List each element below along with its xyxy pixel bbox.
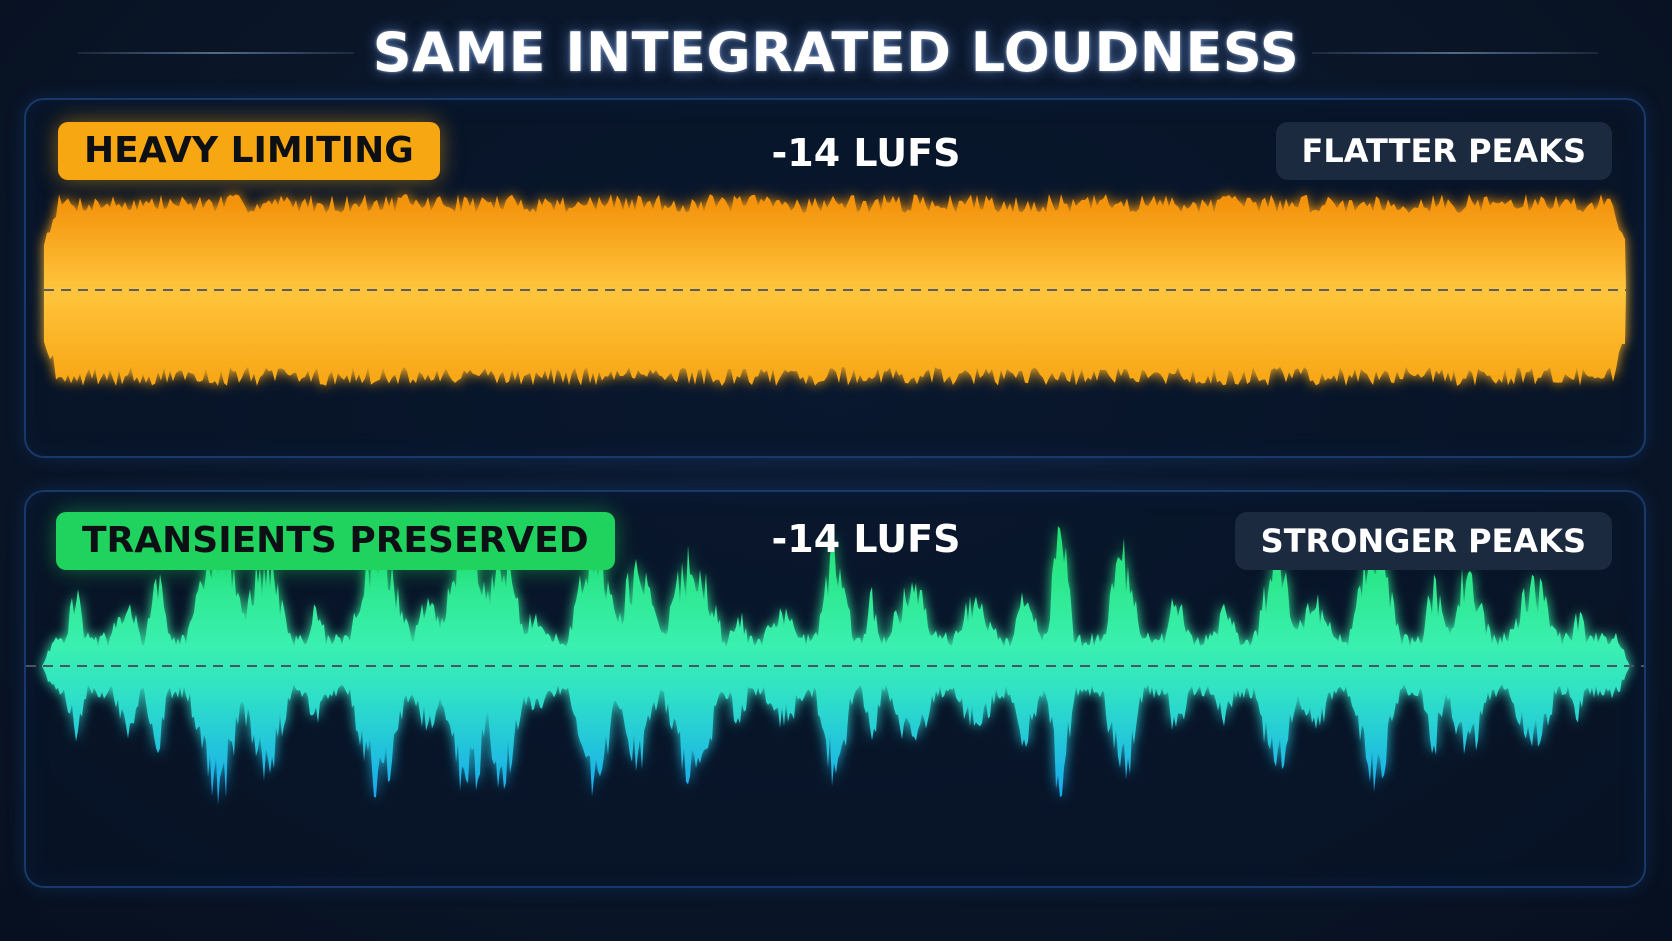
stronger-peaks-badge: STRONGER PEAKS — [1234, 512, 1612, 570]
heavy-limiting-panel: HEAVY LIMITING -14 LUFS FLATTER PEAKS — [24, 98, 1646, 458]
loudness-readout: -14 LUFS — [771, 517, 961, 561]
dynamic-waveform-shape — [42, 516, 1630, 805]
transients-preserved-tag: TRANSIENTS PRESERVED — [56, 512, 615, 570]
title-divider-left — [78, 52, 354, 54]
heavy-limiting-tag: HEAVY LIMITING — [58, 122, 440, 180]
page-title: SAME INTEGRATED LOUDNESS — [372, 21, 1300, 84]
title-divider-right — [1312, 52, 1598, 54]
transients-preserved-panel: TRANSIENTS PRESERVED -14 LUFS STRONGER P… — [24, 490, 1646, 888]
loudness-readout: -14 LUFS — [771, 131, 961, 175]
limited-waveform — [44, 194, 1626, 386]
dynamic-waveform — [26, 516, 1644, 805]
flatter-peaks-badge: FLATTER PEAKS — [1275, 122, 1612, 180]
title-row: SAME INTEGRATED LOUDNESS — [0, 18, 1672, 88]
